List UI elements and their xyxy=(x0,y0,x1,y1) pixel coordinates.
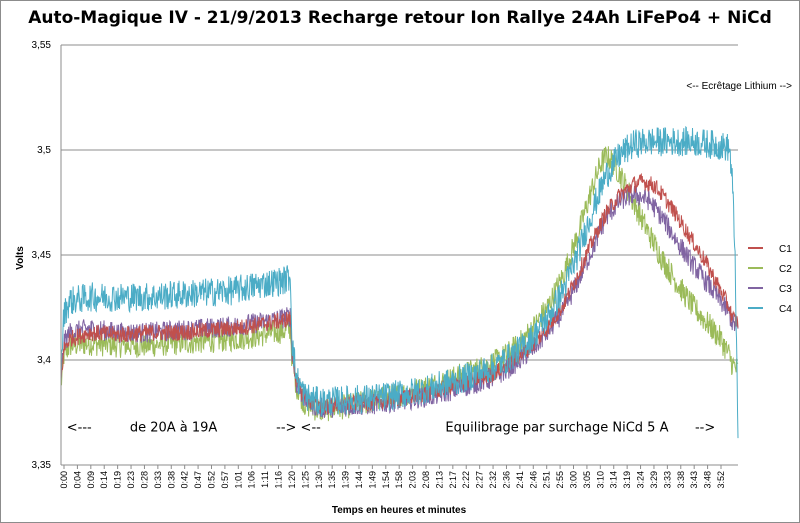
x-tick-label: 0:00 xyxy=(59,471,69,489)
x-tick-label: 0:33 xyxy=(153,471,163,489)
x-tick-label: 2:03 xyxy=(408,471,418,489)
chart-annotation: <-- Ecrêtage Lithium --> xyxy=(686,81,792,92)
x-tick-label: 1:30 xyxy=(314,471,324,489)
x-tick-label: 3:52 xyxy=(716,471,726,489)
legend-label-c4: C4 xyxy=(779,304,792,315)
x-tick-label: 1:06 xyxy=(247,471,257,489)
legend: C1 C2 C3 C4 xyxy=(748,244,792,315)
x-tick-label: 3:33 xyxy=(662,471,672,489)
x-tick-label: 1:20 xyxy=(287,471,297,489)
chart-annotation: Equilibrage par surchage NiCd 5 A xyxy=(445,420,668,435)
x-tick-label: 3:29 xyxy=(649,471,659,489)
series-lines xyxy=(60,125,739,439)
x-tick-label: 1:58 xyxy=(394,471,404,489)
x-tick-label: 1:39 xyxy=(341,471,351,489)
x-tick-label: 1:35 xyxy=(327,471,337,489)
x-tick-label: 0:19 xyxy=(113,471,123,489)
x-tick-label: 0:28 xyxy=(139,471,149,489)
y-tick-label: 3,55 xyxy=(32,40,52,51)
x-tick-label: 1:16 xyxy=(274,471,284,489)
x-tick-label: 2:46 xyxy=(528,471,538,489)
chart-annotation: de 20A à 19A xyxy=(130,420,218,435)
series-c4-line xyxy=(60,125,739,439)
x-tick-label: 2:13 xyxy=(434,471,444,489)
x-tick-label: 2:55 xyxy=(555,471,565,489)
y-tick-label: 3,45 xyxy=(32,250,52,261)
legend-label-c3: C3 xyxy=(779,284,792,295)
y-tick-labels: 3,35 3,4 3,45 3,5 3,55 xyxy=(32,40,52,471)
x-tick-label: 0:42 xyxy=(180,471,190,489)
x-tick-label: 3:10 xyxy=(595,471,605,489)
x-tick-labels: 0:00 0:04 0:09 0:14 0:19 0:23 0:28 0:33 0:38 0:42… xyxy=(59,471,726,489)
x-tick-label: 3:14 xyxy=(609,471,619,489)
x-tick-label: 2:51 xyxy=(542,471,552,489)
x-tick-label: 2:36 xyxy=(501,471,511,489)
x-tick-label: 2:22 xyxy=(461,471,471,489)
x-tick-label: 0:14 xyxy=(99,471,109,489)
y-tick-label: 3,4 xyxy=(37,355,51,366)
legend-label-c2: C2 xyxy=(779,264,792,275)
chart-title: Auto-Magique IV - 21/9/2013 Recharge ret… xyxy=(28,8,772,28)
x-tick-label: 1:11 xyxy=(260,471,270,488)
y-tick-label: 3,5 xyxy=(37,145,51,156)
x-tick-label: 2:08 xyxy=(421,471,431,489)
x-axis-label: Temps en heures et minutes xyxy=(332,505,467,516)
y-tick-label: 3,35 xyxy=(32,460,52,471)
x-tick-label: 1:25 xyxy=(300,471,310,489)
x-tick-label: 3:24 xyxy=(636,471,646,489)
x-tick-label: 1:54 xyxy=(381,471,391,489)
x-tick-label: 1:44 xyxy=(354,471,364,489)
chart-annotation: <--- xyxy=(67,420,92,435)
axes xyxy=(60,45,738,469)
x-tick-label: 2:17 xyxy=(448,471,458,489)
x-tick-label: 0:23 xyxy=(126,471,136,489)
x-tick-label: 0:52 xyxy=(206,471,216,489)
x-tick-label: 3:48 xyxy=(703,471,713,489)
x-tick-label: 1:01 xyxy=(233,471,243,489)
chart-annotation: --> xyxy=(695,420,715,435)
x-tick-label: 2:27 xyxy=(475,471,485,489)
x-tick-label: 0:38 xyxy=(166,471,176,489)
x-tick-label: 2:32 xyxy=(488,471,498,489)
x-tick-label: 3:00 xyxy=(569,471,579,489)
x-tick-label: 2:41 xyxy=(515,471,525,489)
legend-label-c1: C1 xyxy=(779,244,792,255)
x-tick-label: 1:49 xyxy=(367,471,377,489)
x-tick-label: 0:04 xyxy=(72,471,82,489)
x-tick-label: 3:19 xyxy=(622,471,632,489)
x-tick-label: 0:09 xyxy=(86,471,96,489)
x-tick-label: 3:38 xyxy=(676,471,686,489)
y-axis-label: Volts xyxy=(15,246,26,270)
x-tick-label: 3:05 xyxy=(582,471,592,489)
annotations: <--- de 20A à 19A --> <-- Equilibrage par s… xyxy=(67,81,792,435)
x-tick-label: 0:57 xyxy=(220,471,230,489)
chart-annotation: --> <-- xyxy=(276,420,321,435)
x-tick-label: 3:43 xyxy=(689,471,699,489)
x-tick-label: 0:47 xyxy=(193,471,203,489)
